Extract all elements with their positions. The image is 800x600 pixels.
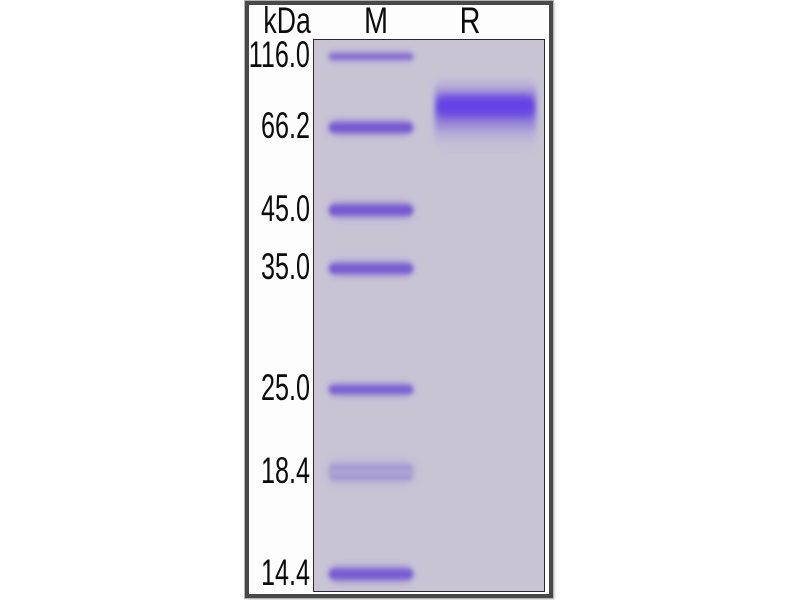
ladder-label-14.4: 14.4 [261,551,310,593]
marker-band-14.4 [329,566,413,582]
lane-label-sample: R [459,0,481,41]
ladder-label-25.0: 25.0 [261,366,310,408]
marker-band-35.0 [329,260,413,276]
marker-band-116.0 [329,51,413,61]
ladder-label-66.2: 66.2 [261,104,310,146]
gel-figure-frame: kDa M R 116.0 66.2 45.0 35.0 25.0 18.4 14.4 [245,1,553,598]
marker-band-66.2 [329,119,413,135]
lane-label-marker: M [363,0,389,41]
marker-band-25.0 [329,382,413,396]
ladder-label-18.4: 18.4 [261,449,310,491]
ladder-label-35.0: 35.0 [261,245,310,287]
gel-image [313,39,545,592]
marker-band-45.0 [329,202,413,218]
unit-label: kDa [263,0,311,41]
marker-band-18.4 [329,461,413,483]
ladder-label-116.0: 116.0 [248,33,310,75]
sample-band-core [438,95,533,117]
ladder-label-45.0: 45.0 [261,187,310,229]
